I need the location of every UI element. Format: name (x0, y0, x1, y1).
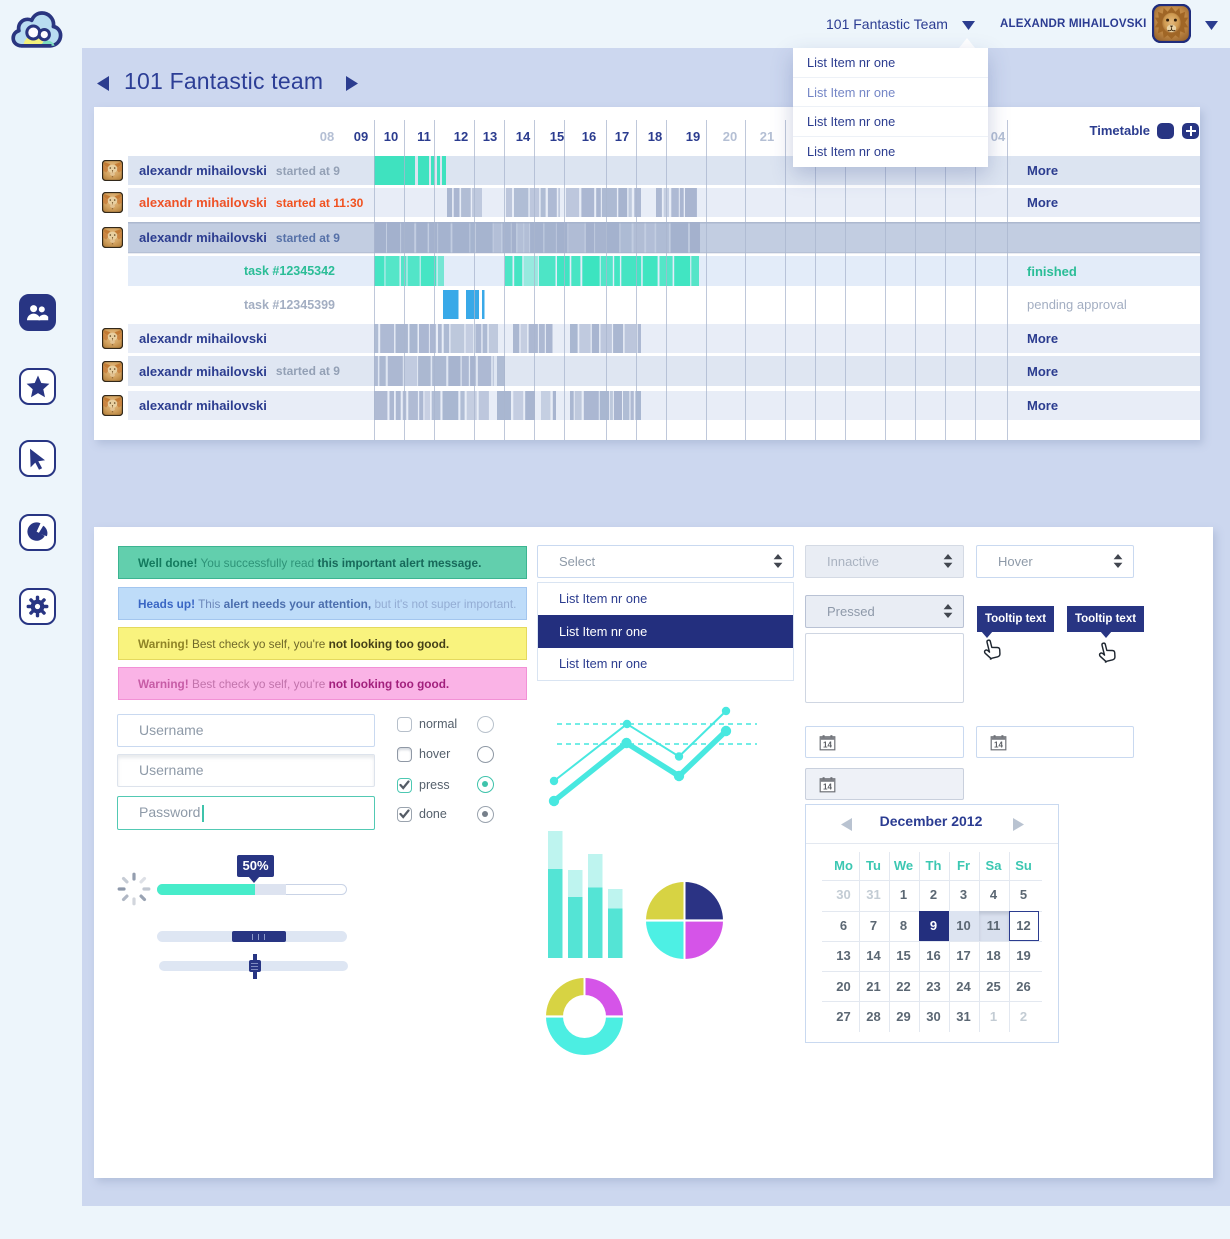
svg-text:14: 14 (823, 740, 832, 749)
svg-text:14: 14 (994, 740, 1003, 749)
svg-text:14: 14 (823, 782, 832, 791)
